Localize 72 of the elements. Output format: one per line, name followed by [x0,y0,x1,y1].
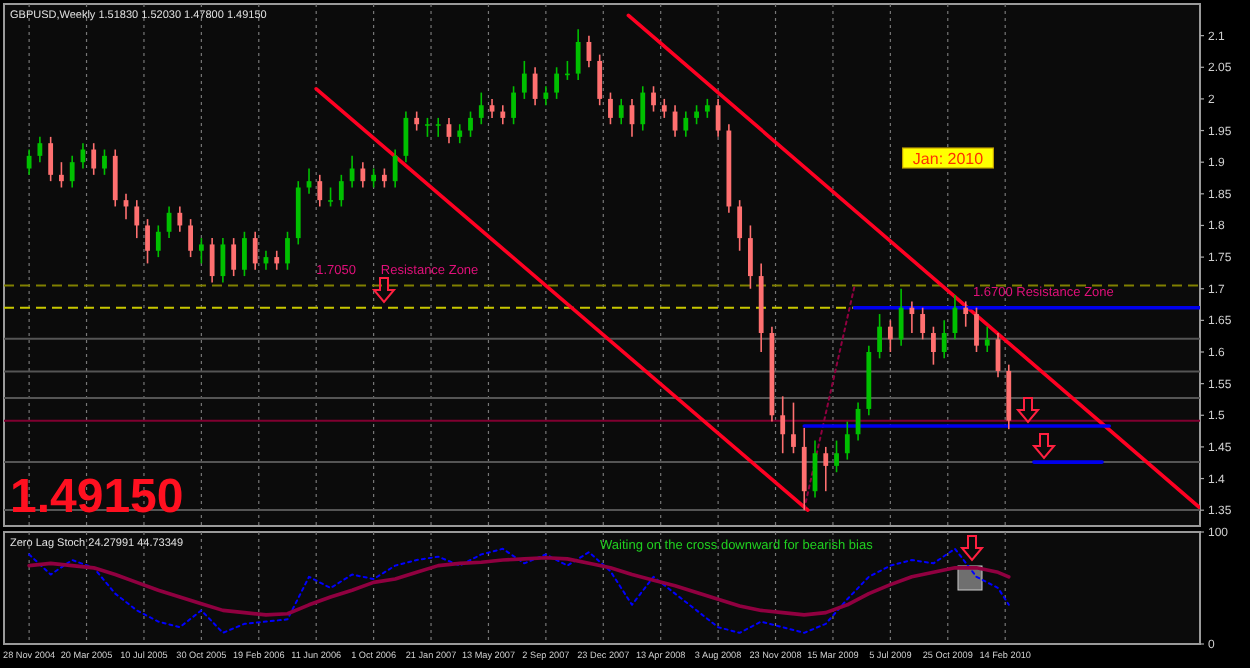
line-series [27,555,1011,617]
candlestick [704,98,710,119]
candlestick [435,117,441,138]
candlestick [145,218,150,265]
candlestick [26,148,32,176]
candlestick [188,218,193,258]
candlestick [877,313,882,360]
candlestick [220,237,226,284]
candlestick [59,161,64,189]
candlestick [920,306,926,341]
candlestick [597,53,603,107]
candlestick [521,60,527,100]
candlestick [791,401,796,455]
candlestick [984,325,990,353]
candlestick [909,300,915,334]
candlestick [834,439,839,474]
candlestick [112,148,118,208]
candlestick [242,230,247,277]
candlestick [651,85,656,113]
candlestick [737,199,743,252]
candlestick [317,174,323,208]
candlestick [381,167,387,189]
candlestick [963,300,969,328]
candlestick [715,98,721,138]
candlestick [974,306,979,353]
candlestick [392,148,398,189]
candlestick [575,28,581,81]
candlestick [48,136,54,182]
candlestick [371,167,377,189]
candlestick [198,237,204,265]
candlestick [177,205,183,233]
candlestick [102,148,107,176]
candlestick [543,85,549,107]
candlestick [748,224,753,290]
candlestick [91,142,97,176]
candlestick [801,427,807,511]
candlestick [661,98,667,119]
candlestick [468,110,473,138]
candlestick [285,230,290,271]
candlestick [898,287,904,347]
candlestick [941,319,947,360]
candlestick [931,325,936,366]
candlestick [155,224,161,258]
candlestick [489,98,495,119]
candlestick [274,249,280,271]
annotation: 1.49150 [10,470,184,524]
candlestick [608,91,613,126]
candlestick [640,85,646,132]
candlestick [425,117,430,138]
candlestick [414,110,420,132]
candlestick [683,110,689,138]
candlestick [231,237,237,277]
candlestick [134,199,140,239]
candlestick [844,420,850,461]
candlestick [823,446,829,492]
candlestick [554,66,560,100]
candlestick [457,123,463,144]
candlestick [252,230,258,271]
candlestick [694,104,699,126]
candlestick [69,155,75,189]
candlestick [887,319,893,353]
candlestick [618,98,624,126]
annotation: Jan: 2010 [912,150,985,168]
candlestick [360,161,366,189]
candlestick [37,136,43,163]
candlestick [500,104,506,126]
candlestick [209,237,215,284]
candlestick [511,85,516,126]
candlestick [338,174,344,208]
candlestick [780,395,786,455]
candlestick [328,186,333,208]
candlestick [478,91,484,126]
